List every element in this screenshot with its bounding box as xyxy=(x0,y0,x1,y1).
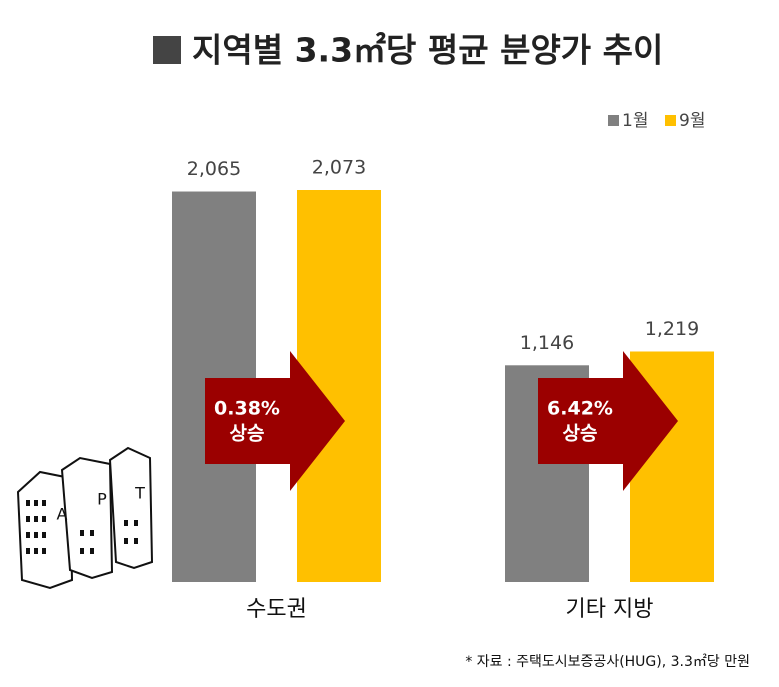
value-label: 1,146 xyxy=(520,332,574,354)
icon-letter: P xyxy=(97,490,107,509)
change-label: 상승 xyxy=(563,423,598,445)
x-tick-label: 수도권 xyxy=(246,597,307,622)
value-label: 2,073 xyxy=(312,157,366,179)
change-label: 상승 xyxy=(230,423,265,445)
legend-label: 1월 xyxy=(622,111,648,131)
chart-title: 지역별 3.3㎡당 평균 분양가 추이 xyxy=(192,31,663,70)
x-tick-label: 기타 지방 xyxy=(566,597,654,622)
title-marker xyxy=(153,36,181,64)
change-arrow xyxy=(538,351,678,491)
apt-icon xyxy=(16,446,154,590)
icon-letter: T xyxy=(134,484,145,503)
value-label: 2,065 xyxy=(187,158,241,180)
change-label: 0.38% xyxy=(214,398,280,420)
change-label: 6.42% xyxy=(547,398,613,420)
change-arrow xyxy=(205,351,345,491)
legend-swatch xyxy=(608,115,619,126)
legend-label: 9월 xyxy=(679,111,705,131)
icon-letter: A xyxy=(57,505,68,524)
legend-swatch xyxy=(665,115,676,126)
source-note: * 자료 : 주택도시보증공사(HUG), 3.3㎡당 만원 xyxy=(465,654,750,670)
value-label: 1,219 xyxy=(645,318,699,340)
